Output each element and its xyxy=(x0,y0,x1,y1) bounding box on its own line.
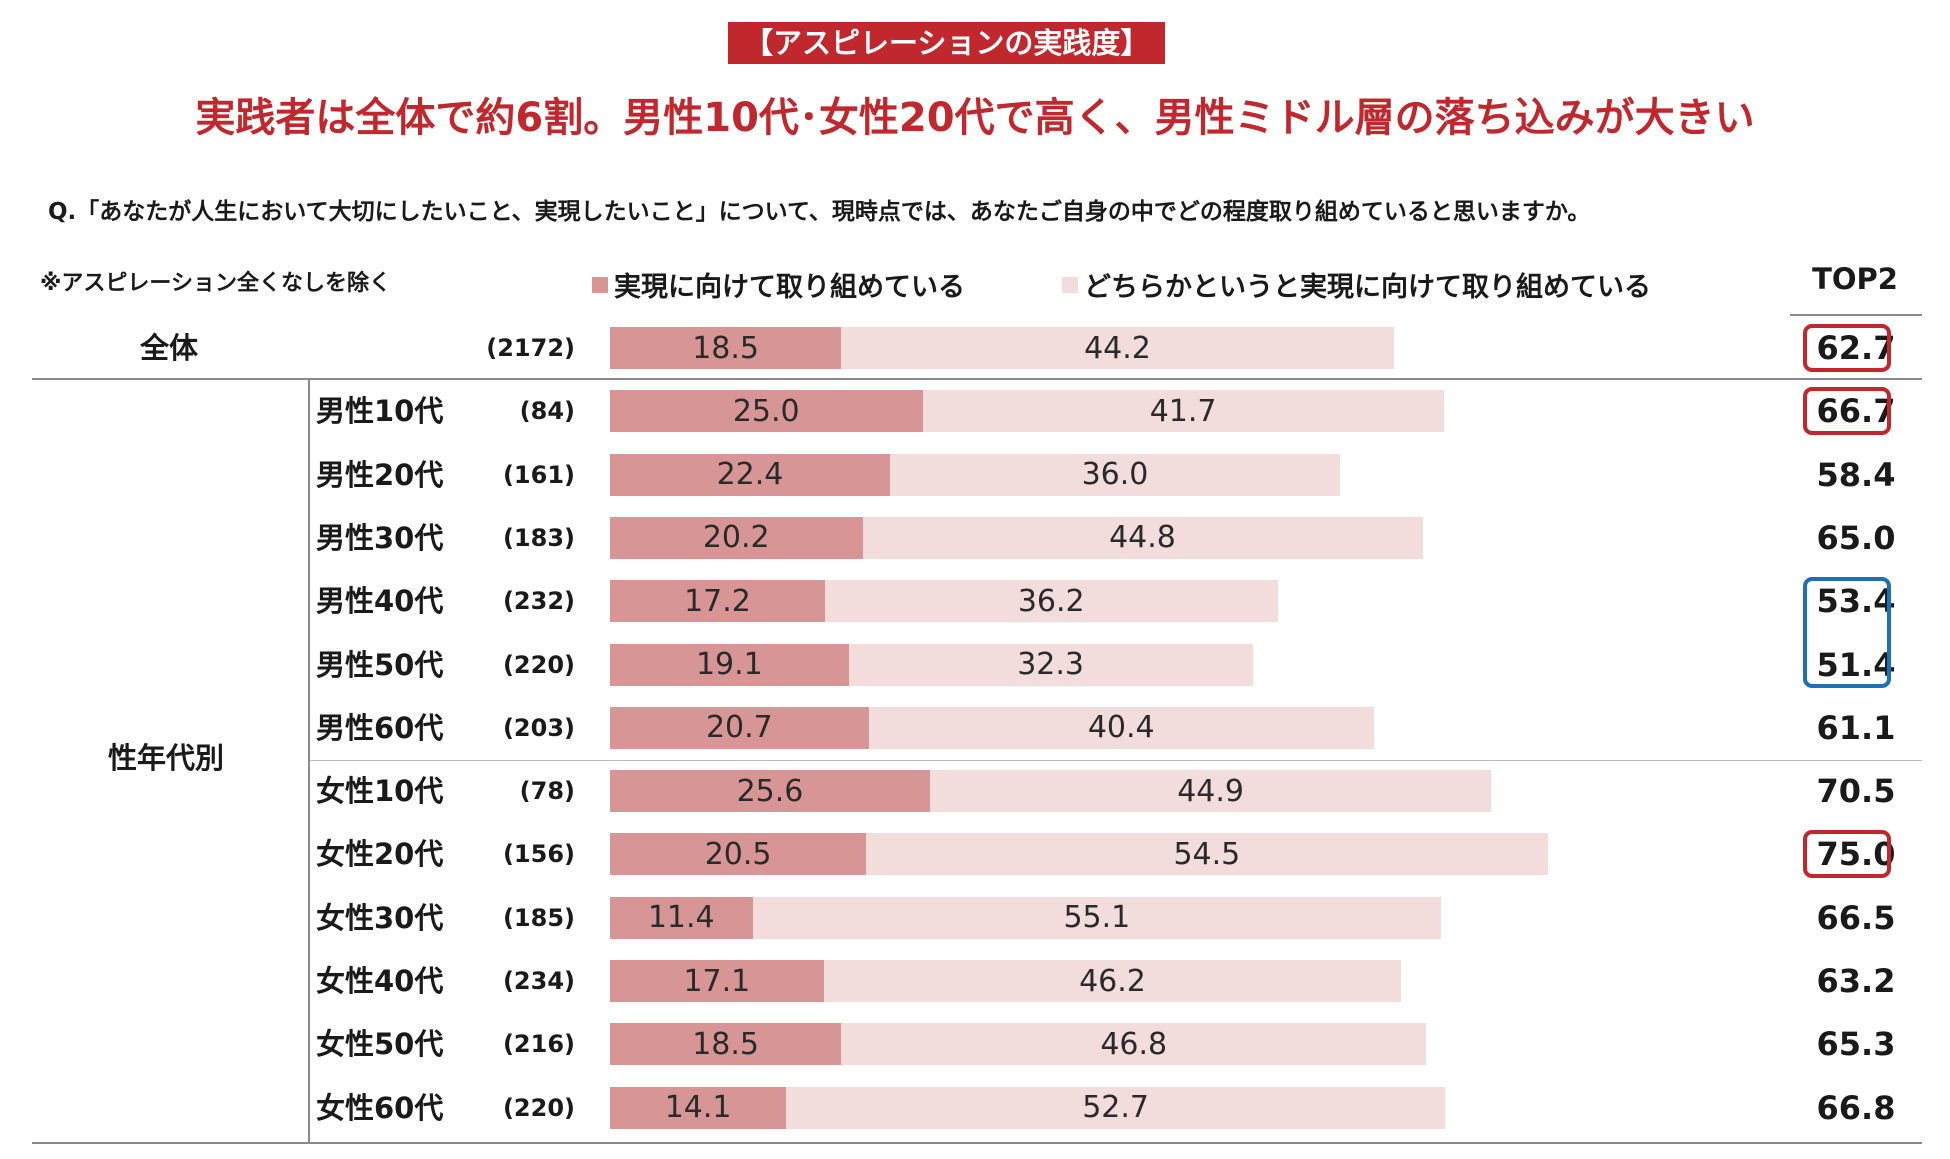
bar-segment-series-1: 14.1 xyxy=(610,1086,787,1129)
sample-size: (2172) xyxy=(486,334,575,362)
sample-size: (220) xyxy=(502,650,575,679)
sample-size: (161) xyxy=(502,460,575,489)
bar-segment-series-1: 17.2 xyxy=(610,580,825,623)
bar-segment-series-2: 52.7 xyxy=(786,1086,1445,1129)
row-label: 男性20代 xyxy=(316,457,444,492)
section-tag: 【アスピレーションの実践度】 xyxy=(728,22,1166,64)
row-label: 女性50代 xyxy=(316,1027,444,1062)
row-label: 男性10代 xyxy=(316,394,444,429)
top2-value: 70.5 xyxy=(1816,772,1896,811)
bar-segment-series-1: 17.1 xyxy=(610,960,824,1002)
bar-segment-series-2: 44.9 xyxy=(930,770,1492,813)
bar-segment-series-2: 55.1 xyxy=(752,896,1442,939)
top2-value: 65.0 xyxy=(1816,518,1896,557)
top2-value: 65.3 xyxy=(1816,1025,1896,1064)
top2-value: 66.7 xyxy=(1816,392,1896,431)
row-label: 男性50代 xyxy=(316,647,444,682)
overall-divider xyxy=(32,378,1922,380)
bar-segment-series-2: 44.2 xyxy=(841,327,1394,369)
survey-question: Q.「あなたが人生において大切にしたいこと、実現したいこと」について、現時点では… xyxy=(48,199,1591,225)
group-vertical-rule xyxy=(308,378,310,1142)
bar-segment-series-1: 18.5 xyxy=(610,1023,842,1066)
highlight-box-blue xyxy=(1803,577,1891,689)
sample-size: (234) xyxy=(502,967,575,995)
sample-size: (216) xyxy=(502,1030,575,1059)
bar-segment-series-1: 19.1 xyxy=(610,643,849,686)
row-label: 男性30代 xyxy=(316,520,444,555)
bar-segment-series-2: 36.2 xyxy=(825,580,1278,623)
row-label: 女性60代 xyxy=(316,1090,444,1125)
bar-segment-series-2: 54.5 xyxy=(866,833,1548,876)
bar-segment-series-1: 25.0 xyxy=(610,390,923,433)
bar-segment-series-1: 20.2 xyxy=(610,516,863,559)
bar-segment-series-1: 20.5 xyxy=(610,833,867,876)
top2-value: 63.2 xyxy=(1816,962,1896,1000)
top2-value: 62.7 xyxy=(1816,329,1896,367)
top2-value: 58.4 xyxy=(1816,455,1896,494)
bar-segment-series-2: 32.3 xyxy=(848,643,1253,686)
bar-segment-series-2: 46.2 xyxy=(823,960,1402,1002)
bar-segment-series-1: 18.5 xyxy=(610,327,842,369)
top2-value: 66.8 xyxy=(1816,1088,1896,1127)
top2-value: 51.4 xyxy=(1816,645,1896,684)
row-label: 女性10代 xyxy=(316,774,444,809)
highlight-box-red xyxy=(1803,830,1891,879)
bar-segment-series-2: 46.8 xyxy=(841,1023,1427,1066)
sample-size: (78) xyxy=(519,777,575,806)
sample-size: (220) xyxy=(502,1093,575,1122)
bottom-rule xyxy=(32,1142,1922,1144)
legend-label-series-2: どちらかというと実現に向けて取り組めている xyxy=(1084,272,1651,303)
sample-size: (185) xyxy=(502,903,575,932)
headline: 実践者は全体で約6割。男性10代･女性20代で高く、男性ミドル層の落ち込みが大き… xyxy=(195,95,1755,141)
gender-divider xyxy=(310,760,1922,761)
top2-value: 66.5 xyxy=(1816,898,1896,937)
legend-item-series-1: 実現に向けて取り組めている xyxy=(592,265,965,304)
group-label: 性年代別 xyxy=(108,741,225,775)
bar-segment-series-1: 22.4 xyxy=(610,453,890,496)
row-label: 女性30代 xyxy=(316,900,444,935)
highlight-box-red xyxy=(1803,387,1891,436)
row-label-overall: 全体 xyxy=(140,331,199,365)
top2-header: TOP2 xyxy=(1812,262,1898,296)
legend-item-series-2: どちらかというと実現に向けて取り組めている xyxy=(1062,265,1651,304)
bar-segment-series-1: 11.4 xyxy=(610,896,753,939)
sample-size: (156) xyxy=(502,840,575,869)
bar-segment-series-1: 20.7 xyxy=(610,706,869,749)
legend-swatch-series-2 xyxy=(1062,276,1078,293)
row-label: 男性40代 xyxy=(316,584,444,619)
sample-size: (203) xyxy=(502,713,575,742)
top2-header-rule xyxy=(1790,314,1922,316)
bar-segment-series-2: 41.7 xyxy=(922,390,1444,433)
row-label: 女性20代 xyxy=(316,837,444,872)
row-label: 男性60代 xyxy=(316,710,444,745)
legend-swatch-series-1 xyxy=(592,276,608,293)
top2-value: 53.4 xyxy=(1816,582,1896,621)
highlight-box-red xyxy=(1803,324,1891,372)
exclusion-note: ※アスピレーション全くなしを除く xyxy=(40,271,391,296)
bar-segment-series-1: 25.6 xyxy=(610,770,930,813)
sample-size: (232) xyxy=(502,587,575,616)
bar-segment-series-2: 40.4 xyxy=(868,706,1374,749)
bar-segment-series-2: 36.0 xyxy=(890,453,1340,496)
top2-value: 61.1 xyxy=(1816,708,1896,747)
row-label: 女性40代 xyxy=(316,964,444,998)
sample-size: (183) xyxy=(502,523,575,552)
bar-segment-series-2: 44.8 xyxy=(862,516,1423,559)
top2-value: 75.0 xyxy=(1816,835,1896,874)
legend-label-series-1: 実現に向けて取り組めている xyxy=(614,272,965,303)
sample-size: (84) xyxy=(519,397,575,426)
